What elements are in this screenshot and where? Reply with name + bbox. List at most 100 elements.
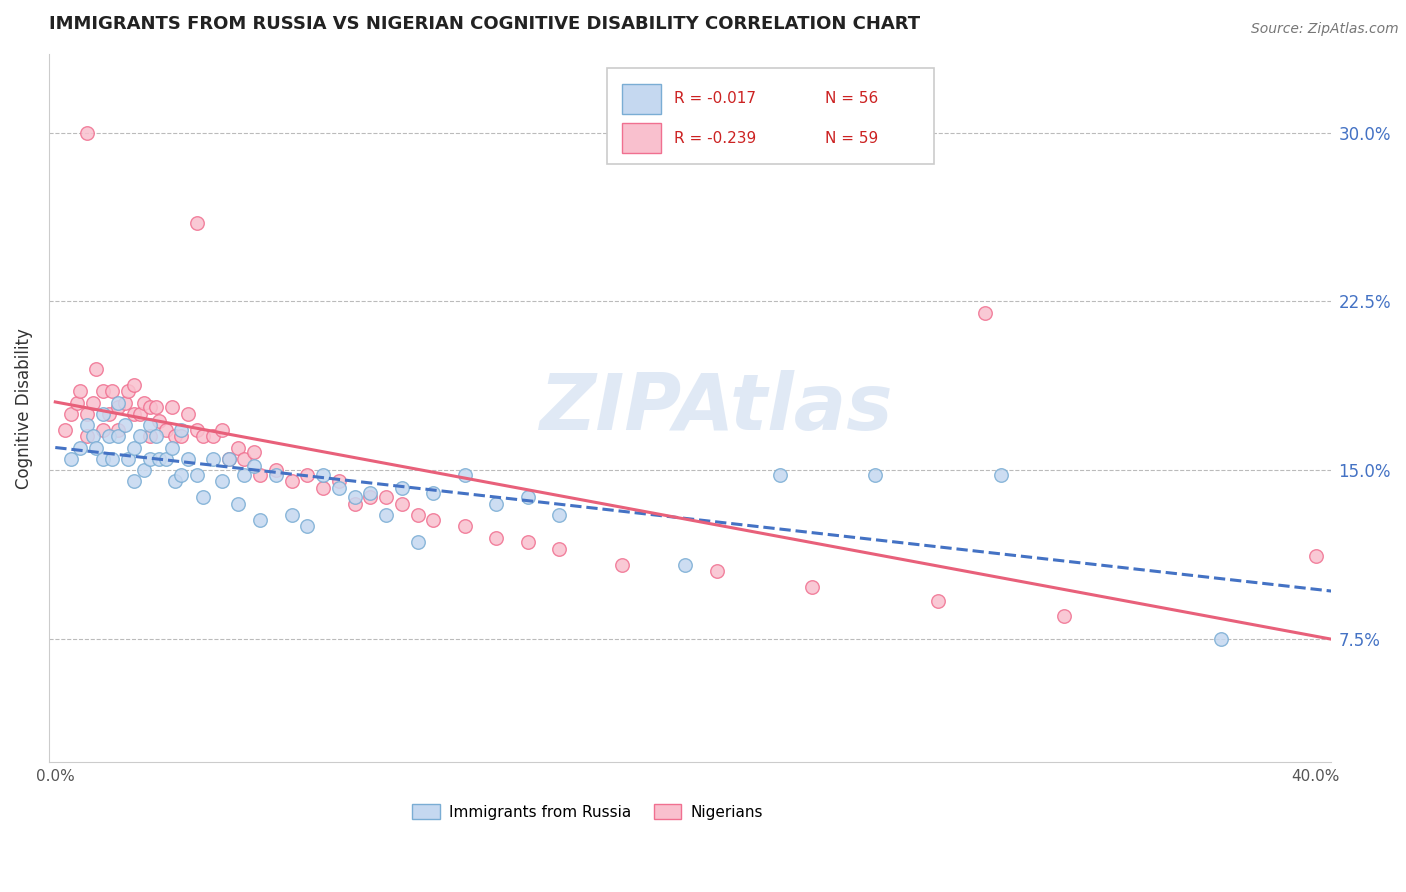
Point (990, 467, 1012, 482)
Point (312, 467, 335, 482)
Point (69, 384, 91, 399)
Text: ZIPAtlas: ZIPAtlas (538, 370, 893, 446)
Point (548, 508, 571, 522)
Point (170, 467, 193, 482)
Point (122, 407, 145, 421)
FancyBboxPatch shape (607, 68, 934, 164)
Point (264, 467, 287, 482)
Point (343, 490, 366, 504)
Point (485, 497, 508, 511)
Point (193, 490, 215, 504)
Point (359, 485, 381, 500)
Point (280, 475, 302, 489)
Point (139, 418, 162, 433)
Point (107, 395, 129, 409)
Point (97, 407, 120, 421)
Point (107, 423, 129, 437)
Point (391, 481, 413, 495)
Point (60, 451, 83, 466)
Text: Source: ZipAtlas.com: Source: ZipAtlas.com (1251, 22, 1399, 37)
Text: R = -0.017: R = -0.017 (673, 91, 755, 106)
Point (193, 429, 215, 443)
Point (454, 467, 477, 482)
Point (107, 429, 129, 443)
Point (800, 580, 823, 594)
Point (148, 451, 170, 466)
Point (343, 497, 366, 511)
Point (160, 400, 183, 414)
Point (422, 485, 444, 500)
Point (973, 305, 995, 319)
Point (139, 400, 162, 414)
Point (69, 441, 91, 455)
Point (264, 463, 287, 477)
Point (1052, 609, 1074, 624)
Point (375, 490, 398, 504)
Point (91, 407, 114, 421)
Point (243, 458, 266, 473)
Point (66, 395, 89, 409)
Point (186, 467, 208, 482)
Point (107, 400, 129, 414)
Point (53, 423, 76, 437)
Point (454, 519, 477, 533)
Point (148, 414, 170, 428)
Point (675, 558, 697, 572)
Point (516, 535, 538, 549)
Point (139, 429, 162, 443)
Point (60, 407, 83, 421)
Point (84, 441, 107, 455)
Point (155, 451, 177, 466)
Point (186, 423, 208, 437)
Point (1211, 632, 1233, 646)
Point (706, 564, 728, 578)
Text: IMMIGRANTS FROM RUSSIA VS NIGERIAN COGNITIVE DISABILITY CORRELATION CHART: IMMIGRANTS FROM RUSSIA VS NIGERIAN COGNI… (49, 15, 920, 33)
Point (132, 395, 155, 409)
Point (243, 445, 266, 459)
Point (176, 451, 198, 466)
Point (114, 395, 136, 409)
Point (145, 400, 167, 414)
Point (114, 418, 136, 433)
Point (226, 441, 249, 455)
Point (176, 407, 198, 421)
Point (91, 384, 114, 399)
Point (129, 407, 152, 421)
Point (406, 508, 429, 522)
Point (927, 593, 949, 607)
Point (1305, 549, 1327, 563)
Point (132, 463, 155, 477)
Point (328, 481, 350, 495)
Point (101, 384, 124, 399)
Point (485, 531, 508, 545)
Point (122, 441, 145, 455)
Point (201, 451, 224, 466)
Point (312, 481, 335, 495)
Point (226, 497, 249, 511)
Point (91, 451, 114, 466)
Point (82, 429, 104, 443)
Point (359, 490, 381, 504)
Point (249, 467, 271, 482)
Point (117, 384, 139, 399)
Point (91, 423, 114, 437)
Point (76, 126, 98, 140)
Point (76, 407, 98, 421)
FancyBboxPatch shape (623, 85, 661, 114)
Point (117, 451, 139, 466)
Y-axis label: Cognitive Disability: Cognitive Disability (15, 327, 32, 489)
Point (406, 535, 429, 549)
Point (129, 429, 152, 443)
Point (297, 467, 319, 482)
Point (233, 451, 256, 466)
Point (145, 429, 167, 443)
Point (211, 423, 233, 437)
Point (233, 467, 256, 482)
Point (769, 467, 792, 482)
Point (280, 508, 302, 522)
Point (97, 429, 120, 443)
Point (218, 451, 240, 466)
Point (160, 441, 183, 455)
Point (201, 429, 224, 443)
Point (163, 475, 186, 489)
